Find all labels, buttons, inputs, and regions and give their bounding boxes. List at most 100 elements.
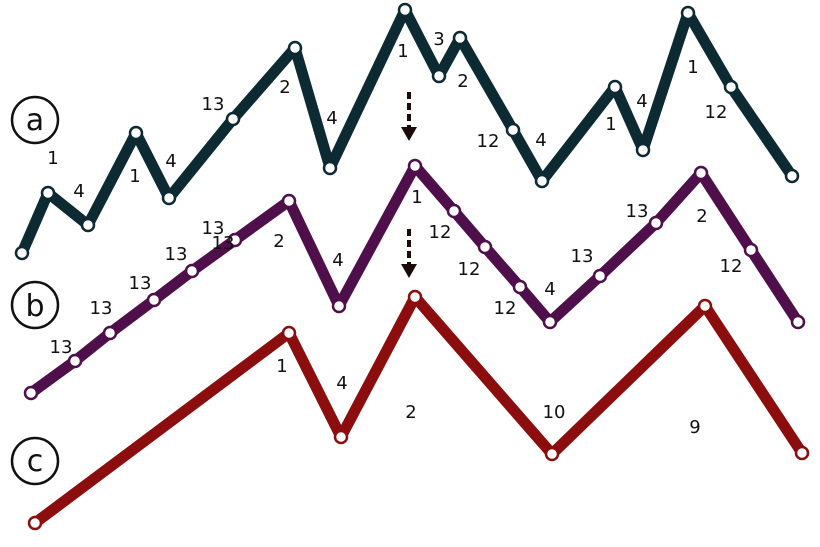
node-a xyxy=(128,125,144,141)
segment-label-a: 13 xyxy=(202,94,225,115)
segment-label-c: 4 xyxy=(336,373,347,394)
dashed-arrow-b-to-c xyxy=(401,229,417,278)
segment-label-a: 4 xyxy=(326,108,337,129)
node-a xyxy=(680,5,696,21)
segment-label-b: 13 xyxy=(571,246,594,267)
segment-label-a: 12 xyxy=(705,102,728,123)
dashed-arrow-a-to-b xyxy=(401,92,417,141)
panel-label-a-text: a xyxy=(26,103,44,138)
segment-label-a: 4 xyxy=(535,130,546,151)
segment-label-b: 13 xyxy=(90,298,113,319)
node-a xyxy=(40,185,56,201)
segment-label-b: 4 xyxy=(332,250,343,271)
segment-label-b: 2 xyxy=(273,231,284,252)
segment-label-b: 12 xyxy=(494,298,517,319)
node-a xyxy=(431,68,447,84)
segment-label-a: 4 xyxy=(636,91,647,112)
labels-b: 13 13 13 13 13 13 2 4 1 12 12 12 4 13 13… xyxy=(50,187,743,358)
segment-label-c: 9 xyxy=(689,417,700,438)
segment-label-c: 10 xyxy=(543,402,566,423)
segment-label-a: 4 xyxy=(73,181,84,202)
node-b xyxy=(790,314,806,330)
segment-label-b: 13 xyxy=(165,244,188,265)
node-b xyxy=(23,385,39,401)
node-b xyxy=(446,203,462,219)
segment-label-b: 13 xyxy=(626,201,649,222)
segment-label-b: 12 xyxy=(458,259,481,280)
node-c xyxy=(407,289,423,305)
segment-label-b: 13 xyxy=(50,337,73,358)
labels-a: 1 4 1 4 13 2 4 1 3 2 12 4 1 4 1 12 xyxy=(47,29,727,202)
node-a xyxy=(723,79,739,95)
node-b xyxy=(542,314,558,330)
node-b xyxy=(227,232,243,248)
panel-c: 1 4 2 10 9 c xyxy=(10,289,810,531)
nodes-b xyxy=(23,158,806,401)
node-b xyxy=(693,165,709,181)
segment-label-a: 2 xyxy=(279,77,290,98)
segment-label-b: 4 xyxy=(544,279,555,300)
segment-label-b: 2 xyxy=(696,206,707,227)
segment-label-a: 1 xyxy=(129,166,140,187)
node-c xyxy=(794,445,810,461)
segment-label-a: 2 xyxy=(457,71,468,92)
segment-label-b: 13 xyxy=(202,218,225,239)
segment-label-b: 12 xyxy=(429,222,452,243)
segment-label-a: 12 xyxy=(477,131,500,152)
node-b xyxy=(743,242,759,258)
node-c xyxy=(697,298,713,314)
node-a xyxy=(14,245,30,261)
segment-label-a: 1 xyxy=(47,148,58,169)
node-b xyxy=(477,239,493,255)
panel-label-a: a xyxy=(10,95,60,145)
node-c xyxy=(27,515,43,531)
node-b xyxy=(331,298,347,314)
node-a xyxy=(635,142,651,158)
node-a xyxy=(161,190,177,206)
nodes-a xyxy=(14,2,800,261)
node-b xyxy=(592,268,608,284)
segment-label-a: 1 xyxy=(605,114,616,135)
segment-label-a: 1 xyxy=(397,41,408,62)
node-a xyxy=(225,111,241,127)
node-a xyxy=(80,217,96,233)
node-a xyxy=(505,122,521,138)
node-a xyxy=(784,168,800,184)
panel-label-b: b xyxy=(10,280,60,330)
polyline-b xyxy=(25,160,804,399)
node-c xyxy=(281,325,297,341)
node-c xyxy=(544,446,560,462)
panel-a: 1 4 1 4 13 2 4 1 3 2 12 4 1 4 1 12 a xyxy=(10,2,800,261)
segment-label-b: 13 xyxy=(129,273,152,294)
segment-label-b: 1 xyxy=(411,187,422,208)
node-b xyxy=(67,353,83,369)
node-c xyxy=(333,429,349,445)
polyline-a xyxy=(16,4,798,259)
node-b xyxy=(102,325,118,341)
node-b xyxy=(184,263,200,279)
labels-c: 1 4 2 10 9 xyxy=(276,356,700,438)
node-b xyxy=(281,193,297,209)
node-a xyxy=(452,30,468,46)
segment-label-a: 3 xyxy=(433,29,444,50)
node-b xyxy=(648,215,664,231)
node-a xyxy=(322,160,338,176)
segment-label-c: 1 xyxy=(276,356,287,377)
node-b xyxy=(407,158,423,174)
node-b xyxy=(146,292,162,308)
segment-label-a: 1 xyxy=(687,57,698,78)
panel-b: 13 13 13 13 13 13 2 4 1 12 12 12 4 13 13… xyxy=(10,158,806,401)
polyline-c xyxy=(29,291,808,529)
panel-label-c: c xyxy=(10,436,60,486)
node-a xyxy=(607,79,623,95)
panel-label-b-text: b xyxy=(25,289,44,324)
node-a xyxy=(397,2,413,18)
segment-label-a: 4 xyxy=(165,151,176,172)
segment-label-b: 13 xyxy=(212,233,235,254)
segment-label-c: 2 xyxy=(405,402,416,423)
nodes-c xyxy=(27,289,810,531)
node-a xyxy=(287,40,303,56)
segment-label-b: 12 xyxy=(720,256,743,277)
